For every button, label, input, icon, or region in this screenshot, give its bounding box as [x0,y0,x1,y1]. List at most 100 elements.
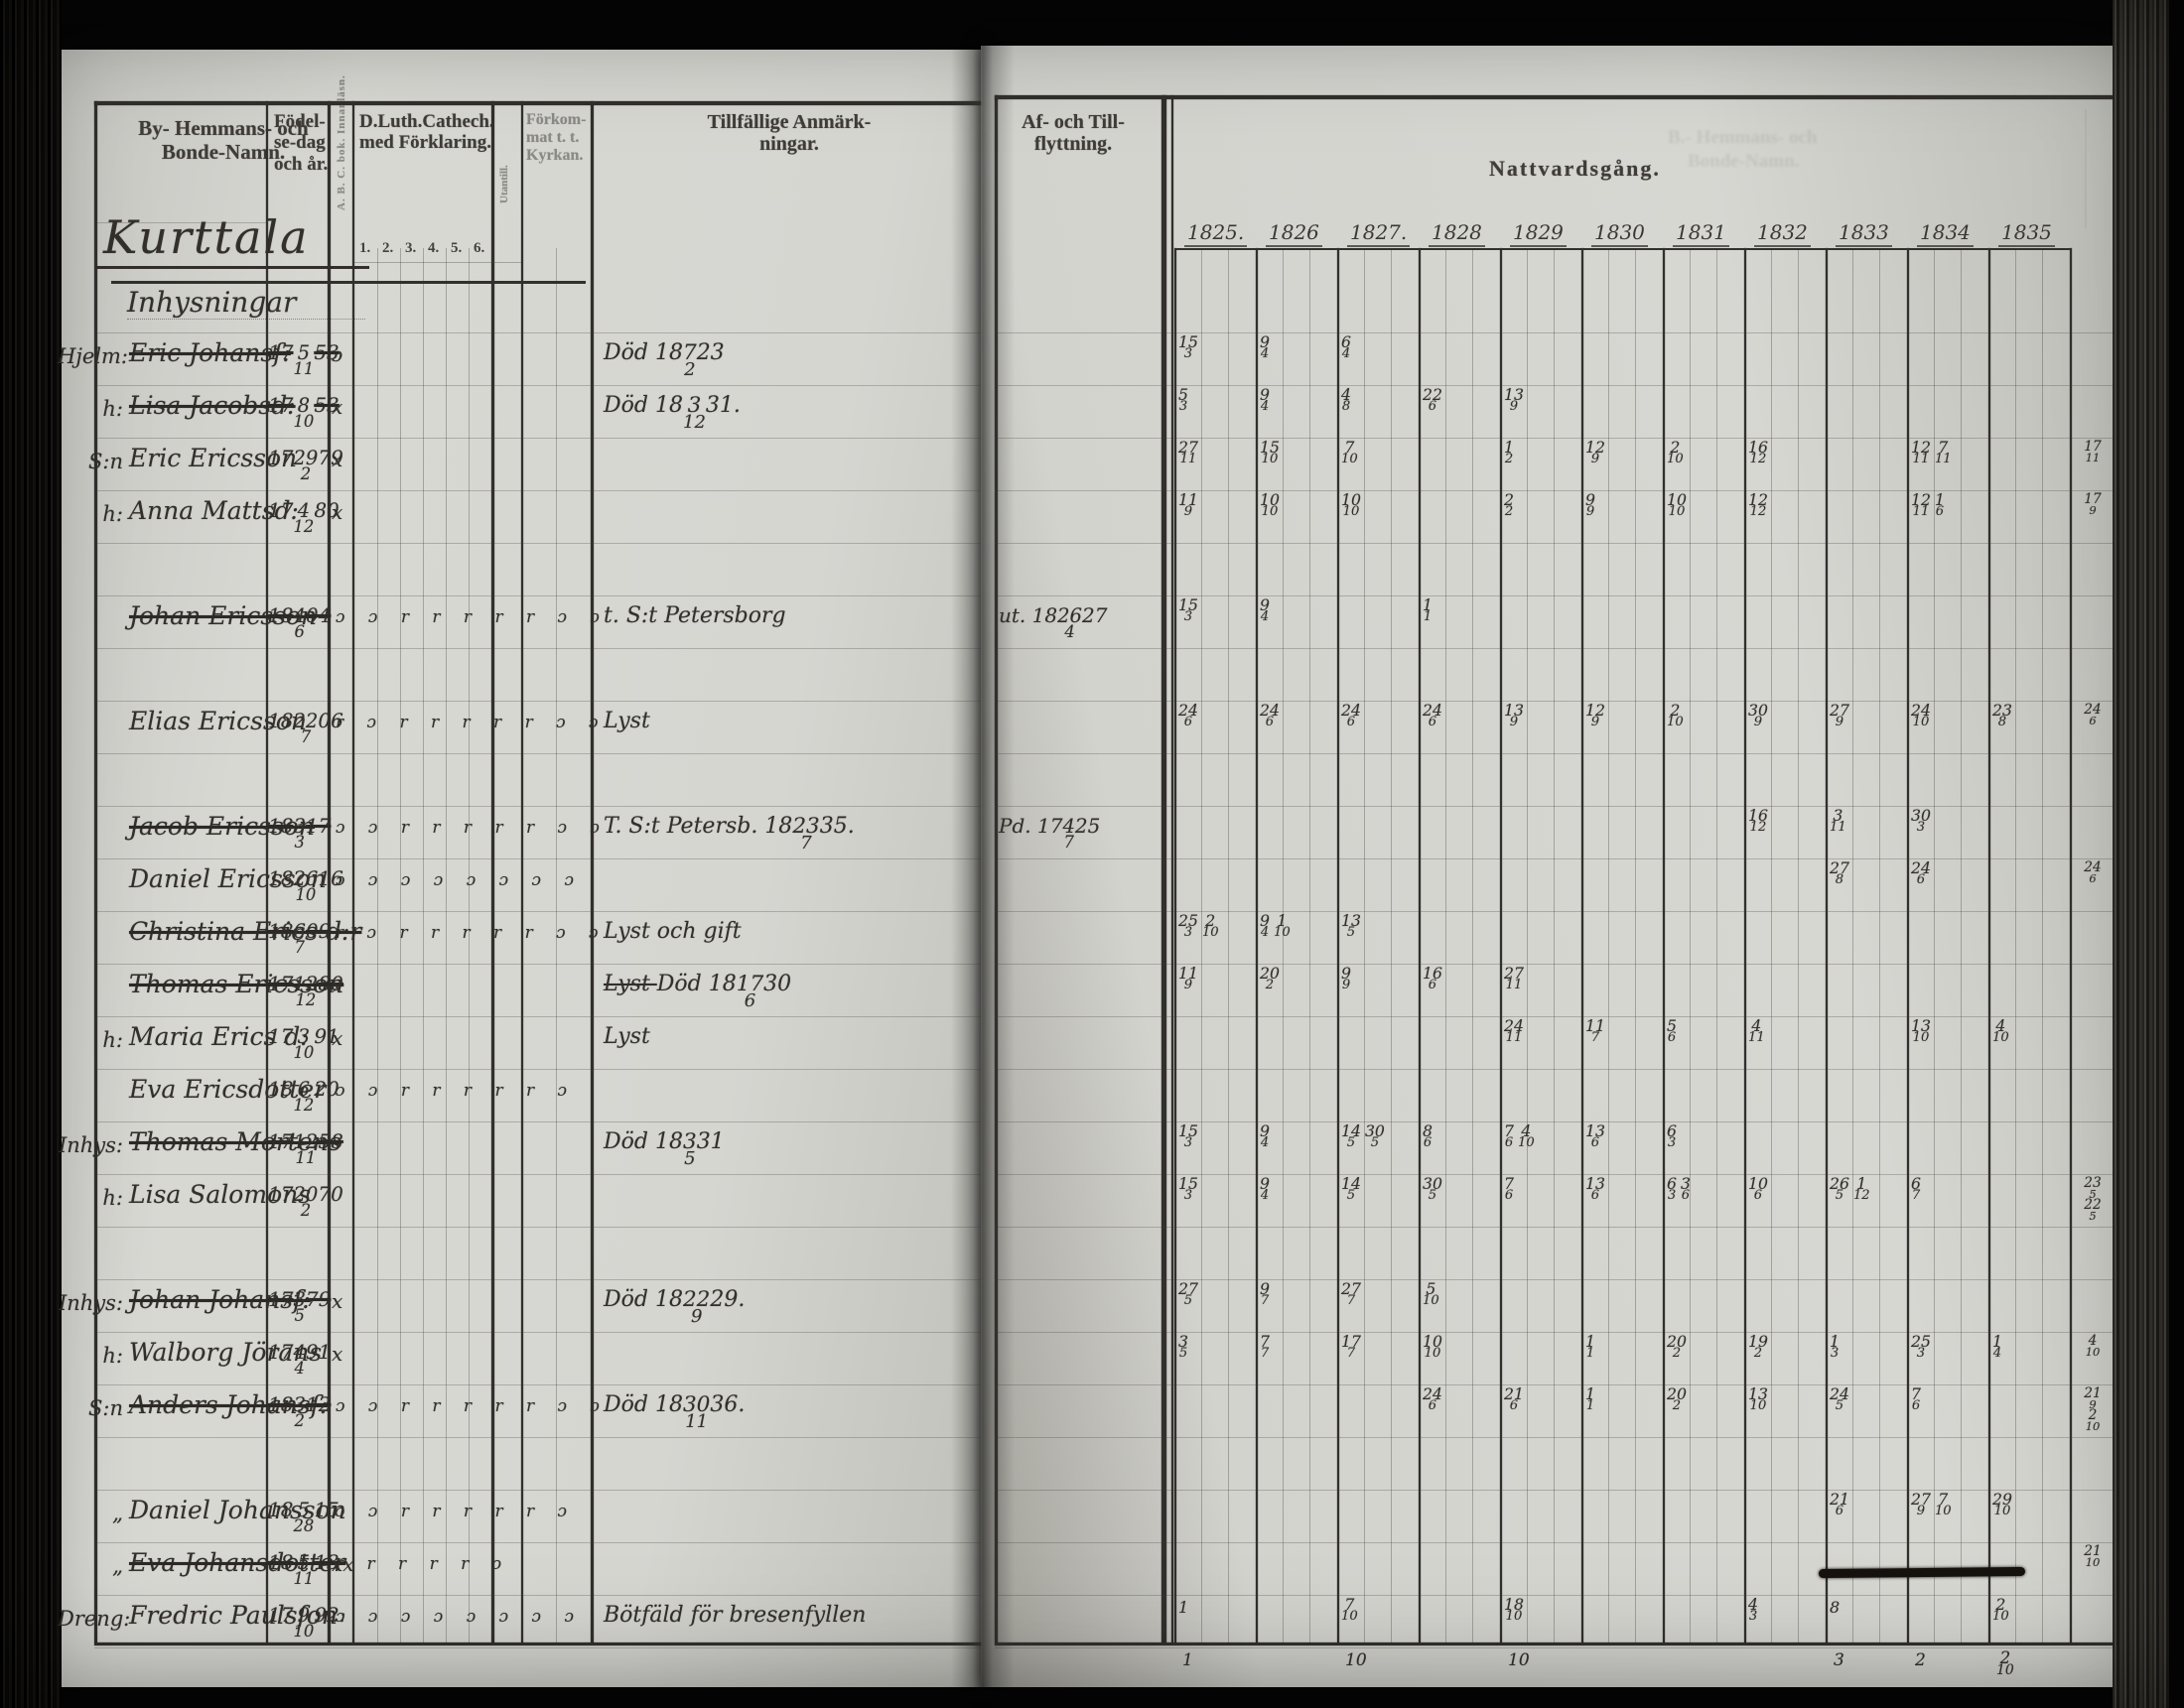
year-column-rule [1907,248,1909,1642]
birth-date: 17 3 10 91 [268,1024,340,1063]
name-header-underline [94,222,266,223]
margin-date-cell: 4 10 [2071,1334,2115,1357]
row-rule-left [94,1437,981,1438]
table-top-rule-right [995,95,2113,99]
forhor-line3: Kyrkan. [526,146,584,164]
person-name: Daniel Ericsson [129,864,327,893]
remark-note: Död 18 22 9 29. [604,1287,746,1327]
ledger-row: Daniel Ericsson 18 26 10 16 ɔ ɔ ɔ ɔ ɔ ɔ ɔ ɔ 27… [0,858,2184,911]
person-name: Anna Mattsd: [129,496,299,525]
year-subcolumn-rule [1635,250,1636,1642]
communion-date-cell: 11 9 [1178,491,1256,518]
left-binding-edge [0,0,62,1708]
communion-date-cell: 30 3 [1911,807,1988,834]
date-fraction: 20 2 [1260,964,1280,993]
year-subcolumn-rule [1934,250,1935,1642]
person-name: Christina Erics d:r [129,917,362,946]
row-rule-left [94,911,981,912]
communion-date-cell: 20 2 [1667,1333,1744,1360]
communion-date-cell: 13 9 [1504,702,1581,728]
remark-note: Lyst Död 18 17 6 30 [604,972,792,1011]
date-fraction: 21 6 [1504,1384,1524,1414]
person-prefix: h: [102,397,123,421]
row-rule-right [995,1542,2113,1543]
communion-date-cell: 20 2 [1667,1385,1744,1412]
communion-date-cell: 12 12 [1748,491,1826,518]
row-rule-right [995,1069,2113,1070]
person-prefix: h: [102,1028,123,1052]
person-name: Daniel Johansson [129,1496,346,1524]
year-label: 1830 [1591,220,1648,247]
person-prefix: h: [102,1344,123,1368]
ledger-row: S:n Eric Ericsson 17 29 2 79 x 27 11 15 10 7 10 1 2 12 9… [0,438,2184,490]
date-fraction: 12 9 [1585,701,1605,730]
date-fraction: 26 4 [1057,604,1083,642]
birth-date: 17 12 12 80 [268,972,343,1010]
date-fraction: 7 11 [1934,438,1952,467]
communion-date-cell: 16 6 [1423,965,1500,991]
communion-date-cell: 29 10 [1992,1491,2070,1517]
communion-date-cell: 14 5 [1341,1175,1419,1202]
date-fraction: 27 7 [1341,1279,1361,1309]
person-prefix: h: [102,1186,123,1210]
date-fraction: 21 9 [2084,1385,2102,1411]
remark-note: Död 18 3 5 31 [604,1129,725,1169]
date-fraction: 17 9 [2084,491,2102,517]
communion-date-cell: 10 10 [1667,491,1744,518]
year-column-rule [1744,248,1746,1642]
communion-date-cell: 13 6 [1585,1122,1663,1149]
row-rule-right [995,806,2113,807]
row-rule-right [995,1279,2113,1280]
communion-date-cell: 10 10 [1423,1333,1500,1360]
date-fraction: 5 11 [293,1551,315,1589]
year-subcolumn-rule [1716,250,1717,1642]
year-subcolumn-rule [1527,250,1528,1642]
column-header-nattvardsgang: Nattvardsgång. [1489,156,1661,181]
remark-note: Lyst [604,709,650,733]
reading-mark: x [332,1026,343,1050]
date-fraction: 13 9 [1504,385,1524,415]
remark-note: Lyst [604,1024,650,1049]
birth-date: 18 22 7 06 [268,709,343,747]
date-fraction: 10 10 [1260,490,1280,520]
person-prefix: h: [102,502,123,526]
column-header-birth: Födel- se-dag och år. [274,111,328,175]
person-prefix: „ [112,1502,123,1525]
year-subcolumn-rule [2015,250,2016,1642]
ledger-row: Johan Ericsson 18 4 6 04 ɔ ɔ r r r r r ɔ ɔ t. … [0,595,2184,648]
column-rule [521,101,523,1642]
communion-date-cell: 12 11 1 6 [1911,491,1988,518]
margin-date-cell: 21 10 [2071,1543,2115,1569]
communion-date-cell: 15 3 [1178,596,1256,623]
communion-date-cell: 27 11 [1178,439,1256,465]
year-subcolumn-rule [1445,250,1446,1642]
row-rule-right [995,1174,2113,1175]
ledger-row: h: Anna Mattsd: 17 4 12 80 x 11 9 10 10 10 10 2 2 9 9 10 1… [0,490,2184,543]
column-rule [1161,95,1166,1642]
person-name: Eric Ericsson [129,444,298,472]
catechism-number: 2. [382,240,394,256]
communion-date-cell: 13 6 [1585,1175,1663,1202]
person-name: Eric Johansſ: [129,338,291,367]
date-fraction: 10 6 [1748,1174,1768,1204]
date-fraction: 21 10 [2084,1543,2102,1569]
catnum-underline [354,262,521,263]
column-rule [94,101,97,1642]
year-column-rule [1500,248,1502,1642]
